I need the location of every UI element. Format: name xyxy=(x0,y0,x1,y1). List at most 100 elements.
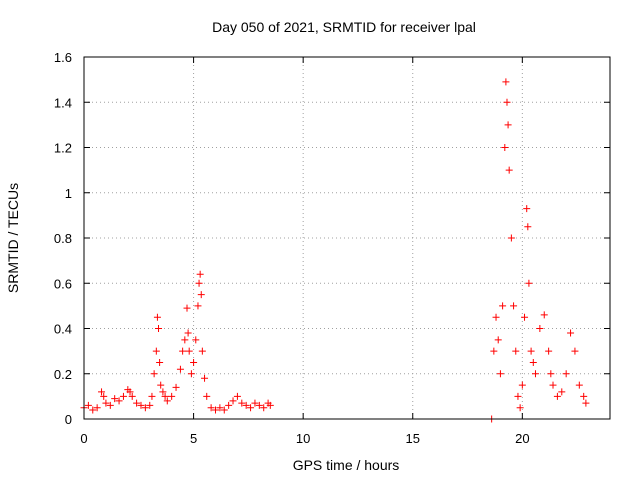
data-point xyxy=(163,397,171,405)
data-point xyxy=(148,392,156,400)
data-points xyxy=(80,78,590,423)
data-point xyxy=(549,381,557,389)
y-tick-label: 1 xyxy=(65,186,72,201)
data-point xyxy=(547,370,555,378)
data-point xyxy=(181,336,189,344)
data-point xyxy=(157,381,165,389)
y-tick-label: 1.2 xyxy=(54,141,72,156)
data-point xyxy=(225,401,233,409)
data-point xyxy=(194,302,202,310)
data-point xyxy=(128,392,136,400)
y-axis-label: SRMTID / TECUs xyxy=(5,183,21,293)
data-point xyxy=(119,392,127,400)
data-point xyxy=(161,392,169,400)
data-point xyxy=(492,313,500,321)
data-point xyxy=(255,401,263,409)
data-point xyxy=(187,370,195,378)
data-point xyxy=(168,392,176,400)
data-point xyxy=(504,121,512,129)
data-point xyxy=(98,388,106,396)
x-tick-label: 10 xyxy=(296,431,310,446)
data-point xyxy=(185,347,193,355)
data-point xyxy=(146,401,154,409)
data-point xyxy=(198,347,206,355)
data-point xyxy=(558,388,566,396)
data-point xyxy=(580,392,588,400)
data-point xyxy=(562,370,570,378)
data-point xyxy=(183,304,191,312)
data-point xyxy=(201,374,209,382)
data-point xyxy=(220,406,228,414)
data-point xyxy=(153,313,161,321)
data-point xyxy=(150,370,158,378)
data-point xyxy=(518,381,526,389)
axis-ticks: 0 0.2 0.4 0.6 0.8 1 1.2 1.4 1.6 0 5 10 15 20 xyxy=(54,50,610,446)
data-point xyxy=(260,404,268,412)
data-point xyxy=(553,392,561,400)
data-point xyxy=(238,399,246,407)
data-point xyxy=(523,205,531,213)
data-point xyxy=(529,358,537,366)
y-tick-label: 0.6 xyxy=(54,276,72,291)
data-point xyxy=(176,365,184,373)
data-point xyxy=(502,78,510,86)
chart-title: Day 050 of 2021, SRMTID for receiver lpa… xyxy=(212,19,476,35)
data-point xyxy=(514,392,522,400)
data-point xyxy=(527,347,535,355)
data-point xyxy=(501,144,509,151)
plot-frame xyxy=(83,56,611,420)
data-point xyxy=(159,388,167,396)
data-point xyxy=(251,399,259,407)
grid xyxy=(84,57,610,419)
data-point xyxy=(571,347,579,355)
data-point xyxy=(197,291,205,299)
data-point xyxy=(540,311,548,319)
data-point xyxy=(203,392,211,400)
data-point xyxy=(496,370,504,378)
data-point xyxy=(172,383,180,391)
data-point xyxy=(516,404,524,412)
data-point xyxy=(229,397,237,405)
data-point xyxy=(133,399,141,407)
data-point xyxy=(545,347,553,355)
data-point xyxy=(137,401,145,409)
data-point xyxy=(89,406,97,414)
data-point xyxy=(115,397,123,405)
data-point xyxy=(155,325,163,332)
data-point xyxy=(100,392,108,400)
data-point xyxy=(156,358,164,366)
data-point xyxy=(195,279,203,287)
data-point xyxy=(531,370,539,378)
y-tick-label: 1.6 xyxy=(54,50,72,65)
x-axis-label: GPS time / hours xyxy=(293,457,400,473)
data-point xyxy=(152,347,160,355)
data-point xyxy=(490,347,498,355)
data-point xyxy=(126,388,134,396)
data-point xyxy=(106,401,114,409)
data-point xyxy=(247,404,255,412)
data-point xyxy=(582,399,590,407)
data-point xyxy=(510,302,518,310)
data-point xyxy=(525,279,533,287)
data-point xyxy=(84,401,92,409)
x-tick-label: 15 xyxy=(406,431,420,446)
data-point xyxy=(93,404,101,412)
data-point xyxy=(521,313,529,321)
data-point xyxy=(179,347,187,355)
data-point xyxy=(507,234,515,242)
data-point xyxy=(141,404,149,412)
data-point xyxy=(505,166,513,174)
data-point xyxy=(503,98,511,106)
data-point xyxy=(190,358,198,366)
data-point xyxy=(494,336,502,344)
y-tick-label: 0 xyxy=(65,412,72,427)
data-point xyxy=(567,329,575,337)
x-tick-label: 20 xyxy=(515,431,529,446)
data-point xyxy=(184,329,192,337)
data-point xyxy=(266,401,274,409)
data-point xyxy=(512,347,520,355)
y-tick-label: 1.4 xyxy=(54,95,72,110)
data-point xyxy=(536,325,544,332)
x-tick-label: 0 xyxy=(80,431,87,446)
